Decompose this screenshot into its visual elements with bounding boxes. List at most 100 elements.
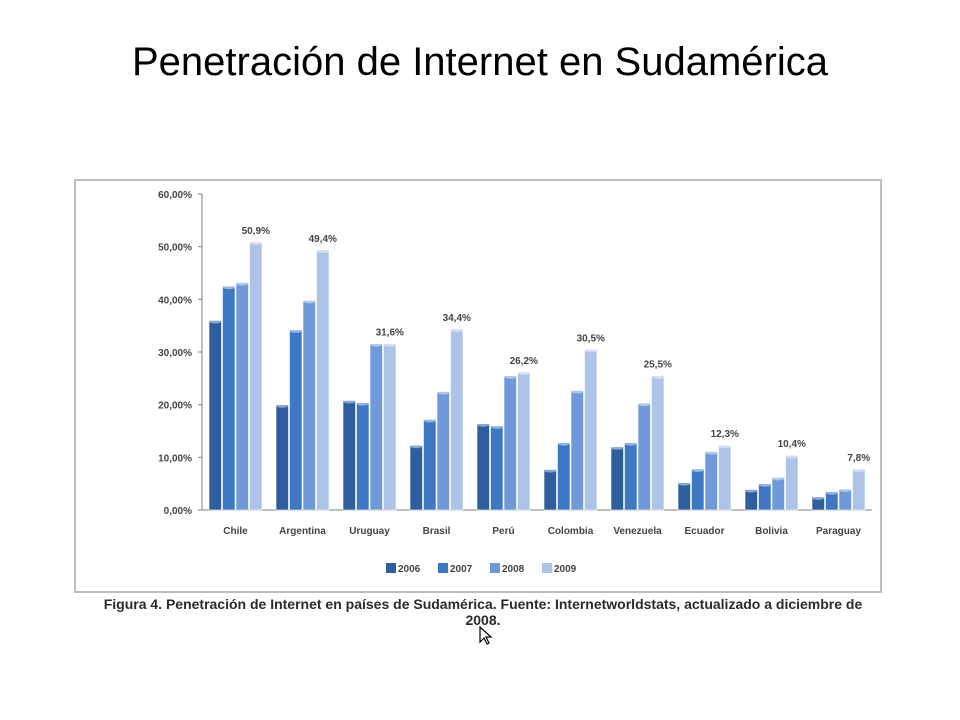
bar-2009-6 <box>651 375 665 511</box>
bar-2007-0 <box>222 285 236 511</box>
bar-2006-3 <box>409 444 423 511</box>
bar-top-highlight <box>571 389 584 394</box>
bar-top-highlight <box>276 403 289 408</box>
bar-2007-6 <box>624 442 638 511</box>
legend-label: 2006 <box>398 564 421 575</box>
bar-top-highlight <box>772 476 785 481</box>
bar-2007-8 <box>758 483 772 511</box>
bar-top-highlight <box>222 285 235 290</box>
x-tick-label: Perú <box>492 526 514 537</box>
bar-top-highlight <box>584 348 597 353</box>
bar-2008-2 <box>369 343 383 511</box>
data-label: 25,5% <box>644 360 672 371</box>
y-tick-label: 10,00% <box>158 453 192 464</box>
bar-top-highlight <box>316 248 329 253</box>
bar-2009-4 <box>517 371 531 511</box>
legend-swatch-2008 <box>490 563 500 573</box>
bar-top-highlight <box>825 490 838 495</box>
y-tick-label: 20,00% <box>158 401 192 412</box>
bar-2007-5 <box>557 442 571 511</box>
bar-2009-0 <box>249 241 263 511</box>
bar-top-highlight <box>370 342 383 347</box>
bar-2009-9 <box>852 468 866 511</box>
bar-2007-4 <box>490 425 504 511</box>
bar-top-highlight <box>557 441 570 446</box>
bar-top-highlight <box>236 281 249 286</box>
bar-top-highlight <box>678 481 691 486</box>
data-label: 10,4% <box>778 439 806 450</box>
bar-2009-2 <box>383 343 397 511</box>
bar-top-highlight <box>410 444 423 449</box>
x-tick-label: Venezuela <box>613 526 662 537</box>
bar-top-highlight <box>812 495 825 500</box>
bar-2006-0 <box>208 320 222 511</box>
bar-top-highlight <box>785 454 798 459</box>
bar-2008-7 <box>704 451 718 511</box>
bar-top-highlight <box>209 319 222 324</box>
chart-frame: 0,00% 10,00% 20,00% 30,00% 40,00% 50,00% 60,00… <box>74 179 882 593</box>
bar-2009-8 <box>785 454 799 511</box>
bar-top-highlight <box>450 327 463 332</box>
bar-top-highlight <box>477 422 490 427</box>
y-tick-label: 50,00% <box>158 243 192 254</box>
data-label: 12,3% <box>711 429 739 440</box>
legend-swatch-2009 <box>542 563 552 573</box>
bar-2008-6 <box>637 402 651 511</box>
bar-2007-1 <box>289 329 303 511</box>
bar-2006-5 <box>543 469 557 511</box>
bar-top-highlight <box>517 371 530 376</box>
bar-top-highlight <box>839 487 852 492</box>
bar-2008-5 <box>570 390 584 511</box>
bar-2009-3 <box>450 328 464 511</box>
figure-caption: Figura 4. Penetración de Internet en paí… <box>103 596 863 628</box>
bar-top-highlight <box>718 444 731 449</box>
bar-top-highlight <box>249 240 262 245</box>
y-tick-label: 0,00% <box>164 506 192 517</box>
bar-top-highlight <box>356 401 369 406</box>
bar-2009-5 <box>584 349 598 511</box>
bar-2006-9 <box>811 496 825 511</box>
bar-top-highlight <box>383 342 396 347</box>
bar-top-highlight <box>343 399 356 404</box>
x-tick-label: Brasil <box>423 526 451 537</box>
data-label: 31,6% <box>376 328 404 339</box>
bar-top-highlight <box>745 488 758 493</box>
bar-2007-7 <box>691 468 705 511</box>
bar-top-highlight <box>651 374 664 379</box>
bar-top-highlight <box>423 418 436 423</box>
bar-2008-0 <box>235 282 249 511</box>
bar-2006-8 <box>744 489 758 511</box>
y-tick-label: 30,00% <box>158 348 192 359</box>
legend-label: 2007 <box>450 564 473 575</box>
bar-2007-9 <box>825 491 839 511</box>
x-tick-label: Ecuador <box>684 526 724 537</box>
slide-title: Penetración de Internet en Sudamérica <box>132 40 828 84</box>
data-label: 50,9% <box>242 226 270 237</box>
bar-chart: 0,00% 10,00% 20,00% 30,00% 40,00% 50,00% 60,00… <box>158 190 872 575</box>
legend-label: 2008 <box>502 564 525 575</box>
bar-2006-7 <box>677 482 691 511</box>
legend-swatch-2006 <box>386 563 396 573</box>
data-label: 26,2% <box>510 356 538 367</box>
x-tick-label: Bolivia <box>755 526 788 537</box>
legend-label: 2009 <box>554 564 577 575</box>
bar-top-highlight <box>544 468 557 473</box>
data-label: 7,8% <box>847 453 870 464</box>
data-label: 49,4% <box>309 234 337 245</box>
data-label: 34,4% <box>443 313 471 324</box>
y-tick-label: 60,00% <box>158 190 192 201</box>
bar-top-highlight <box>289 328 302 333</box>
bar-top-highlight <box>691 467 704 472</box>
x-tick-label: Argentina <box>279 526 326 537</box>
bar-top-highlight <box>611 445 624 450</box>
y-tick-label: 40,00% <box>158 295 192 306</box>
bar-top-highlight <box>490 424 503 429</box>
bar-2007-2 <box>356 402 370 511</box>
mouse-cursor-icon <box>479 626 493 645</box>
bar-2008-1 <box>302 300 316 511</box>
bar-2008-4 <box>503 375 517 511</box>
bar-top-highlight <box>624 441 637 446</box>
bar-2009-7 <box>718 444 732 511</box>
bar-top-highlight <box>758 482 771 487</box>
x-tick-label: Paraguay <box>816 526 861 537</box>
